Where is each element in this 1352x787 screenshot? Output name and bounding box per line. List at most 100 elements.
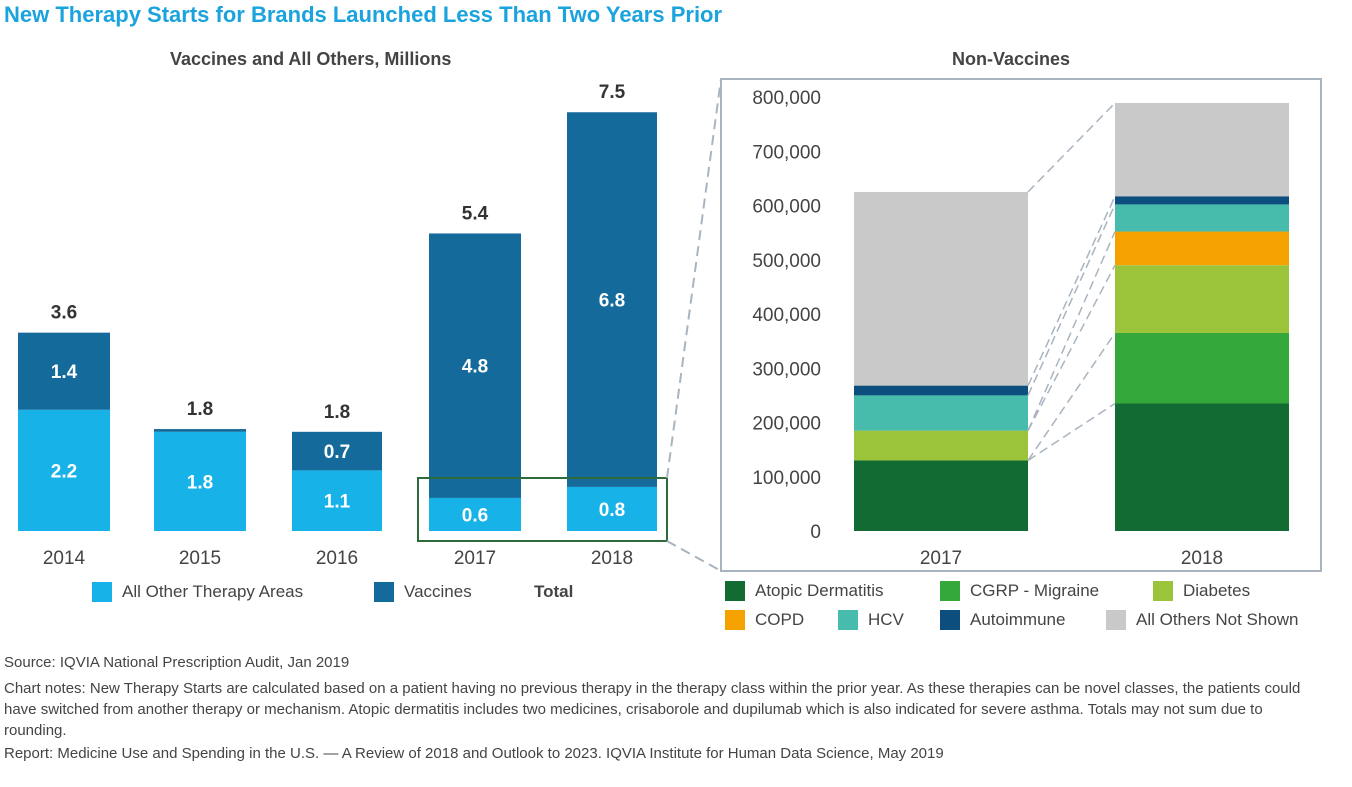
- label-vaccines-2016: 0.7: [324, 442, 350, 463]
- legend-all-other: All Other Therapy Areas: [92, 582, 303, 602]
- bar-vaccines-2014: [18, 332, 110, 410]
- connector-all-others-not-shown: [1027, 102, 1116, 193]
- report-note: Report: Medicine Use and Spending in the…: [4, 745, 944, 762]
- x-tick-2017: 2017: [454, 548, 496, 569]
- legend-label-vaccines: Vaccines: [404, 582, 472, 601]
- legend-swatch-atopic: [725, 581, 745, 601]
- label-total-2018: 7.5: [599, 82, 626, 103]
- x-tick-right-2018: 2018: [1181, 548, 1223, 569]
- legend-label-total: Total: [534, 582, 574, 601]
- legend-all-others: All Others Not Shown: [1106, 610, 1299, 630]
- y-tick-6: 600,000: [752, 197, 821, 218]
- legend-swatch-vaccines: [374, 582, 394, 602]
- bar-autoimmune-2018: [1115, 196, 1289, 205]
- legend-vaccines: Vaccines: [374, 582, 472, 602]
- legend-autoimmune: Autoimmune: [940, 610, 1065, 630]
- connector-autoimmune: [1027, 195, 1116, 386]
- chart-notes: Chart notes: New Therapy Starts are calc…: [4, 680, 1301, 739]
- zoom-frame: [720, 78, 1322, 572]
- connector-diabetes: [1027, 264, 1116, 431]
- bar-all-other-2017: [429, 497, 521, 531]
- legend-label-all-other: All Other Therapy Areas: [122, 582, 304, 601]
- zoom-connector-bottom: [666, 540, 722, 572]
- bar-all-others-not-shown-2017: [854, 191, 1028, 386]
- bar-diabetes-2017: [854, 430, 1028, 461]
- label-vaccines-2014: 1.4: [51, 362, 78, 383]
- bar-hcv-2018: [1115, 204, 1289, 232]
- footnotes: Source: IQVIA National Prescription Audi…: [4, 652, 1324, 764]
- y-tick-0: 0: [810, 522, 821, 543]
- x-tick-2018: 2018: [591, 548, 633, 569]
- legend-atopic: Atopic Dermatitis: [725, 581, 883, 601]
- x-tick-2014: 2014: [43, 548, 86, 569]
- bar-autoimmune-2017: [854, 385, 1028, 396]
- bar-vaccines-2017: [429, 233, 521, 498]
- legend-label-cgrp: CGRP - Migraine: [970, 581, 1100, 600]
- y-tick-5: 500,000: [752, 251, 821, 272]
- legend-swatch-all-other: [92, 582, 112, 602]
- legend-diabetes: Diabetes: [1153, 581, 1250, 601]
- bar-copd-2018: [1115, 231, 1289, 266]
- legend-copd: COPD: [725, 610, 804, 630]
- legend-label-all-others: All Others Not Shown: [1136, 610, 1299, 629]
- legend-label-hcv: HCV: [868, 610, 904, 629]
- highlight-box: [417, 477, 668, 542]
- bar-atopic-dermatitis-2018: [1115, 403, 1289, 531]
- label-vaccines-2018: 6.8: [599, 291, 625, 312]
- left-chart-title: Vaccines and All Others, Millions: [170, 49, 452, 69]
- connector-atopic-dermatitis: [1027, 402, 1116, 462]
- bar-diabetes-2018: [1115, 265, 1289, 333]
- bar-atopic-dermatitis-2017: [854, 460, 1028, 531]
- legend-swatch-diabetes: [1153, 581, 1173, 601]
- legend-swatch-autoimmune: [940, 610, 960, 630]
- connector-hcv: [1027, 204, 1116, 396]
- y-tick-8: 800,000: [752, 88, 821, 109]
- label-total-2014: 3.6: [51, 303, 77, 324]
- bar-vaccines-2018: [567, 112, 657, 487]
- source-note: Source: IQVIA National Prescription Audi…: [4, 654, 350, 671]
- legend-swatch-all-others: [1106, 610, 1126, 630]
- legend-swatch-cgrp: [940, 581, 960, 601]
- legend-label-copd: COPD: [755, 610, 805, 629]
- label-total-2015: 1.8: [187, 399, 213, 420]
- right-chart-title: Non-Vaccines: [952, 49, 1071, 69]
- legend-swatch-hcv: [838, 610, 858, 630]
- chart-title: New Therapy Starts for Brands Launched L…: [4, 2, 723, 27]
- bar-hcv-2017: [854, 395, 1028, 431]
- bar-all-other-2015: [154, 431, 246, 531]
- legend-swatch-copd: [725, 610, 745, 630]
- zoom-connector-top: [666, 78, 722, 479]
- bar-all-others-not-shown-2018: [1115, 102, 1289, 197]
- bar-vaccines-2016: [292, 431, 382, 471]
- bar-all-other-2018: [567, 486, 657, 531]
- legend-total: Total: [534, 582, 573, 602]
- label-total-2016: 1.8: [324, 402, 350, 423]
- bar-vaccines-2015: [154, 429, 246, 432]
- y-tick-2: 200,000: [752, 414, 821, 435]
- label-vaccines-2017: 4.8: [462, 357, 488, 378]
- chart-canvas: 2.2 1.4 3.6 2014 1.8 1.8 2015 1.1 0.7 1.8 2016 0.6 4…: [18, 78, 1322, 572]
- y-tick-7: 700,000: [752, 142, 821, 163]
- bar-cgrp-migraine-2018: [1115, 332, 1289, 404]
- x-tick-right-2017: 2017: [920, 548, 962, 569]
- x-tick-2016: 2016: [316, 548, 358, 569]
- y-tick-3: 300,000: [752, 359, 821, 380]
- legend-label-atopic: Atopic Dermatitis: [755, 581, 884, 600]
- label-all-other-2018: 0.8: [599, 500, 625, 521]
- label-all-other-2014: 2.2: [51, 461, 77, 482]
- label-all-other-2016: 1.1: [324, 492, 351, 513]
- bar-all-other-2016: [292, 470, 382, 531]
- label-all-other-2017: 0.6: [462, 505, 488, 526]
- y-tick-4: 400,000: [752, 305, 821, 326]
- legend-label-autoimmune: Autoimmune: [970, 610, 1066, 629]
- connector-cgrp-migraine: [1027, 332, 1116, 461]
- legend-cgrp: CGRP - Migraine: [940, 581, 1099, 601]
- bar-all-other-2014: [18, 409, 110, 531]
- connector-copd: [1027, 231, 1116, 431]
- label-total-2017: 5.4: [462, 203, 489, 224]
- legend-hcv: HCV: [838, 610, 904, 630]
- label-all-other-2015: 1.8: [187, 472, 213, 493]
- x-tick-2015: 2015: [179, 548, 221, 569]
- legend-label-diabetes: Diabetes: [1183, 581, 1251, 600]
- y-tick-1: 100,000: [752, 468, 821, 489]
